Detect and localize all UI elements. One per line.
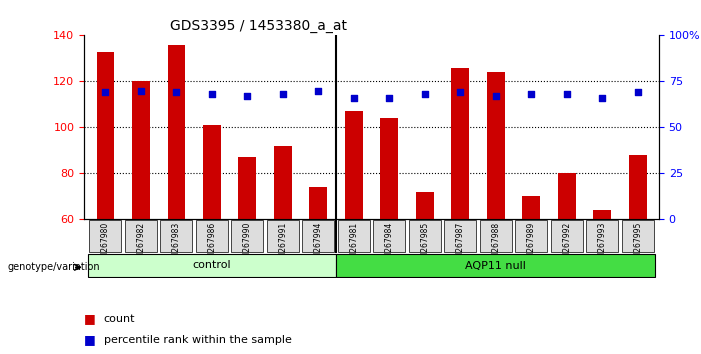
- Bar: [451, 68, 469, 219]
- Text: GSM267981: GSM267981: [349, 222, 358, 268]
- Text: GDS3395 / 1453380_a_at: GDS3395 / 1453380_a_at: [170, 19, 347, 33]
- FancyBboxPatch shape: [231, 220, 264, 252]
- Bar: [593, 210, 611, 219]
- Text: GSM267982: GSM267982: [137, 222, 145, 268]
- FancyBboxPatch shape: [336, 254, 655, 277]
- Text: genotype/variation: genotype/variation: [7, 262, 100, 272]
- FancyBboxPatch shape: [622, 220, 653, 252]
- Point: [383, 95, 395, 101]
- FancyBboxPatch shape: [90, 220, 121, 252]
- Point: [632, 90, 644, 95]
- FancyBboxPatch shape: [374, 220, 405, 252]
- Point: [490, 93, 501, 99]
- Bar: [381, 118, 398, 219]
- Bar: [97, 51, 114, 219]
- Bar: [416, 192, 434, 219]
- Bar: [629, 155, 646, 219]
- Text: GSM267988: GSM267988: [491, 222, 501, 268]
- FancyBboxPatch shape: [88, 254, 336, 277]
- Text: GSM267983: GSM267983: [172, 222, 181, 268]
- FancyBboxPatch shape: [338, 220, 369, 252]
- Bar: [309, 187, 327, 219]
- Point: [348, 95, 360, 101]
- Text: AQP11 null: AQP11 null: [465, 261, 526, 270]
- Bar: [487, 72, 505, 219]
- Text: GSM267995: GSM267995: [633, 222, 642, 268]
- Bar: [132, 81, 150, 219]
- Text: GSM267992: GSM267992: [562, 222, 571, 268]
- Text: GSM267987: GSM267987: [456, 222, 465, 268]
- Text: GSM267989: GSM267989: [526, 222, 536, 268]
- Point: [171, 90, 182, 95]
- Point: [455, 90, 466, 95]
- FancyBboxPatch shape: [267, 220, 299, 252]
- Text: GSM267991: GSM267991: [278, 222, 287, 268]
- Bar: [522, 196, 540, 219]
- FancyBboxPatch shape: [444, 220, 476, 252]
- Text: percentile rank within the sample: percentile rank within the sample: [104, 335, 292, 345]
- Text: GSM267986: GSM267986: [207, 222, 217, 268]
- Point: [277, 91, 288, 97]
- FancyBboxPatch shape: [409, 220, 441, 252]
- Point: [313, 88, 324, 93]
- Text: GSM267994: GSM267994: [314, 222, 322, 268]
- Point: [597, 95, 608, 101]
- Bar: [345, 111, 362, 219]
- Text: count: count: [104, 314, 135, 324]
- Point: [206, 91, 217, 97]
- Text: ■: ■: [84, 312, 96, 325]
- Text: ■: ■: [84, 333, 96, 346]
- Point: [419, 91, 430, 97]
- Point: [135, 88, 147, 93]
- FancyBboxPatch shape: [479, 220, 512, 252]
- Text: GSM267985: GSM267985: [421, 222, 429, 268]
- Point: [100, 90, 111, 95]
- Bar: [203, 125, 221, 219]
- FancyBboxPatch shape: [551, 220, 583, 252]
- Text: control: control: [193, 261, 231, 270]
- Bar: [238, 157, 256, 219]
- FancyBboxPatch shape: [586, 220, 618, 252]
- FancyBboxPatch shape: [302, 220, 334, 252]
- Text: GSM267990: GSM267990: [243, 222, 252, 268]
- Text: GSM267980: GSM267980: [101, 222, 110, 268]
- Bar: [168, 45, 185, 219]
- FancyBboxPatch shape: [161, 220, 192, 252]
- FancyBboxPatch shape: [125, 220, 157, 252]
- Text: GSM267993: GSM267993: [598, 222, 606, 268]
- Bar: [558, 173, 576, 219]
- Bar: [274, 146, 292, 219]
- FancyBboxPatch shape: [515, 220, 547, 252]
- Text: GSM267984: GSM267984: [385, 222, 394, 268]
- Point: [526, 91, 537, 97]
- Point: [561, 91, 572, 97]
- Point: [242, 93, 253, 99]
- FancyBboxPatch shape: [196, 220, 228, 252]
